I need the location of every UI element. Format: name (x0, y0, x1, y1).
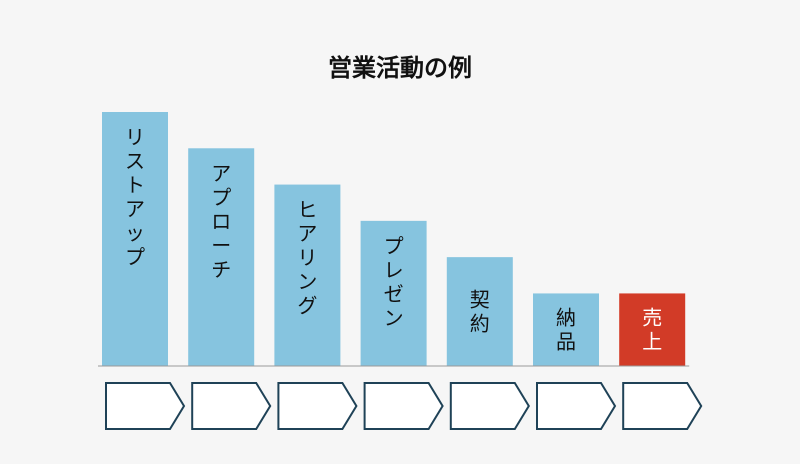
diagram-title: 営業活動の例 (328, 54, 472, 82)
bar (274, 184, 341, 366)
bar-group: 納品 (533, 293, 599, 366)
bar-label: ヒアリング (297, 198, 317, 318)
bar-label: 納品 (556, 306, 576, 354)
bar (533, 293, 599, 366)
process-arrow (105, 382, 186, 430)
bar-group: 契約 (446, 257, 513, 366)
bar-label: 売上 (642, 306, 662, 354)
process-arrow (622, 382, 703, 430)
process-arrow (449, 382, 530, 430)
bar (188, 148, 255, 366)
bar (360, 220, 427, 366)
process-arrow (363, 382, 444, 430)
process-arrow (536, 382, 617, 430)
bar (446, 257, 513, 366)
bar-label: 契約 (470, 288, 490, 336)
bar (619, 293, 686, 366)
bar-label: リストアップ (125, 125, 145, 269)
bar-group: ヒアリング (274, 184, 341, 366)
bar-group: リストアップ (102, 112, 168, 366)
bar-label: アプローチ (211, 161, 231, 281)
bar-group: プレゼン (360, 220, 427, 366)
bar-group: アプローチ (188, 148, 255, 366)
bar (102, 112, 168, 366)
process-arrow (191, 382, 272, 430)
bar-group: 売上 (619, 293, 686, 366)
bar-label: プレゼン (384, 234, 404, 330)
process-arrow (277, 382, 358, 430)
